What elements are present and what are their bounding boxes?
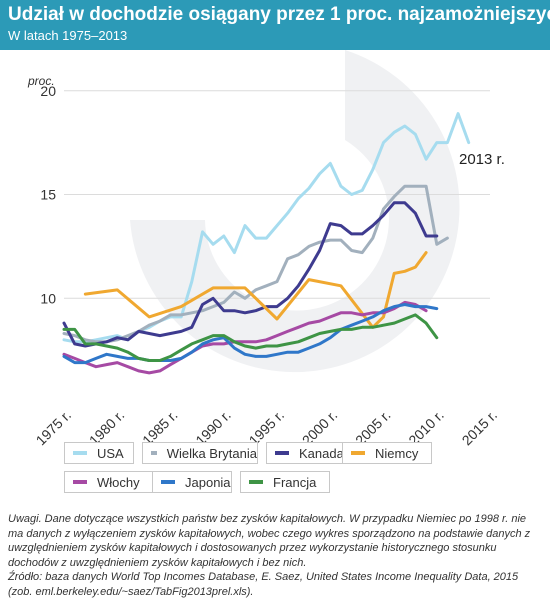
legend-swatch-kanada xyxy=(275,451,289,455)
series-line-niemcy xyxy=(83,251,428,329)
legend-label-usa: USA xyxy=(97,445,124,461)
legend-label-francja: Francja xyxy=(273,474,317,490)
page-subtitle: W latach 1975–2013 xyxy=(8,28,128,43)
legend-item-kanada[interactable]: Kanada xyxy=(266,442,356,464)
watermark-logo xyxy=(130,50,460,373)
y-tick-label: 15 xyxy=(40,187,56,203)
chart-area: 10 15 20 1975 r. 1980 r. 1985 r. 1990 r. 1995 r… xyxy=(0,50,550,502)
legend-label-kanada: Kanada xyxy=(299,445,344,461)
legend-swatch-usa xyxy=(73,451,87,455)
header-bar: Udział w dochodzie osiągany przez 1 proc… xyxy=(0,0,550,50)
series-line-włochy xyxy=(62,300,428,375)
legend-item-niemcy[interactable]: Niemcy xyxy=(342,442,432,464)
annotation-2013: 2013 r. xyxy=(459,151,505,168)
footnote-notes: Uwagi. Dane dotyczące wszystkich państw … xyxy=(8,513,531,569)
y-tick-label: 20 xyxy=(40,83,56,99)
legend-item-japonia[interactable]: Japonia xyxy=(152,471,232,493)
legend-swatch-wlochy xyxy=(73,480,87,484)
legend-swatch-japonia xyxy=(161,480,175,484)
series-line-japonia xyxy=(62,303,439,365)
series-line-kanada xyxy=(62,201,439,348)
legend-swatch-wielka-brytania xyxy=(151,451,157,455)
legend-item-francja[interactable]: Francja xyxy=(240,471,330,493)
watermark-ring xyxy=(130,50,460,373)
y-tick-label: 10 xyxy=(40,290,56,306)
page-title: Udział w dochodzie osiągany przez 1 proc… xyxy=(8,4,550,25)
footnote: Uwagi. Dane dotyczące wszystkich państw … xyxy=(8,512,542,599)
x-tick-label: 2015 r. xyxy=(459,407,501,449)
legend-label-niemcy: Niemcy xyxy=(375,445,419,461)
legend-label-wielka-brytania: Wielka Brytania xyxy=(166,445,257,461)
legend-item-wielka-brytania[interactable]: Wielka Brytania xyxy=(142,442,258,464)
legend-item-usa[interactable]: USA xyxy=(64,442,134,464)
legend-swatch-francja xyxy=(249,480,263,484)
legend-swatch-niemcy xyxy=(351,451,365,455)
series-line-wielka-brytania xyxy=(62,184,449,344)
y-axis-label: proc. xyxy=(27,74,55,88)
legend-item-wlochy[interactable]: Włochy xyxy=(64,471,154,493)
footnote-source: Źródło: baza danych World Top Incomes Da… xyxy=(8,571,519,598)
series-line-francja xyxy=(62,313,439,362)
legend-label-japonia: Japonia xyxy=(185,474,231,490)
legend-label-wlochy: Włochy xyxy=(97,474,140,490)
